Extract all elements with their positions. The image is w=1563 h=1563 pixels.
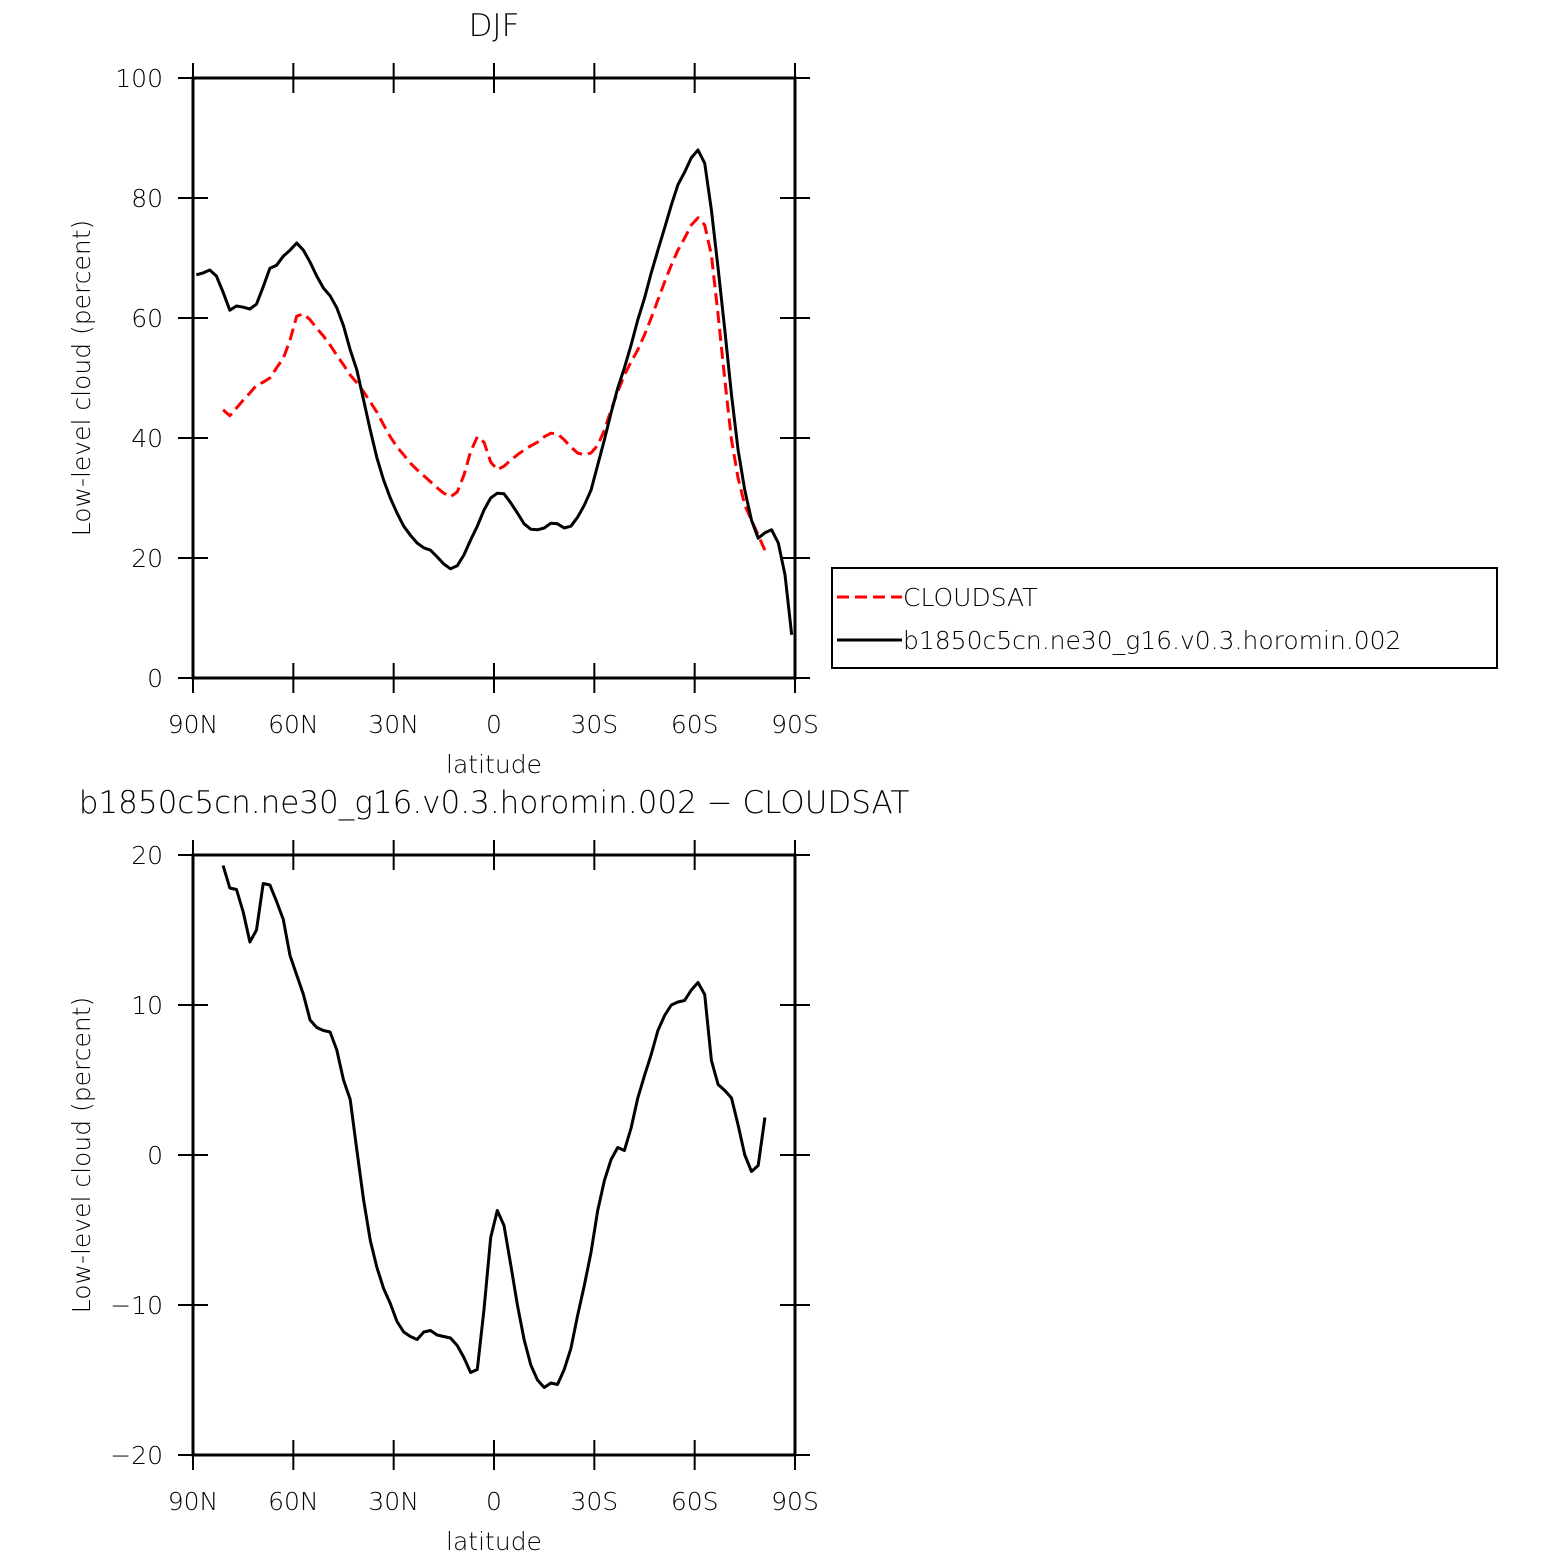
y-tick-label: 0	[147, 664, 163, 693]
x-tick-label: 30S	[570, 1487, 618, 1516]
x-tick-label: 60S	[671, 710, 719, 739]
series-line	[221, 865, 767, 1389]
x-tick-label: 30S	[570, 710, 618, 739]
x-tick-label: 60N	[268, 710, 319, 739]
legend-label: b1850c5cn.ne30_g16.v0.3.horomin.002	[903, 626, 1401, 655]
y-axis-label: Low-level cloud (percent)	[67, 997, 96, 1314]
y-tick-label: −10	[110, 1291, 163, 1320]
series-line	[222, 216, 767, 551]
y-tick-label: 100	[115, 64, 163, 93]
y-tick-label: −20	[110, 1441, 163, 1470]
x-tick-label: 90S	[771, 1487, 819, 1516]
y-tick-label: 0	[147, 1141, 163, 1170]
y-tick-label: 20	[131, 544, 163, 573]
x-tick-label: 90N	[168, 710, 219, 739]
x-axis-label: latitude	[446, 750, 542, 779]
x-tick-label: 0	[486, 1487, 502, 1516]
x-tick-label: 30N	[368, 710, 419, 739]
y-axis-label: Low-level cloud (percent)	[67, 220, 96, 537]
x-tick-label: 90S	[771, 710, 819, 739]
chart-title: b1850c5cn.ne30_g16.v0.3.horomin.002 − CL…	[79, 785, 910, 821]
y-tick-label: 40	[131, 424, 163, 453]
series-line	[195, 148, 794, 635]
x-tick-label: 60N	[268, 1487, 319, 1516]
y-tick-label: 80	[131, 184, 163, 213]
legend-label: CLOUDSAT	[903, 583, 1038, 612]
x-tick-label: 30N	[368, 1487, 419, 1516]
y-tick-label: 20	[131, 841, 163, 870]
y-tick-label: 60	[131, 304, 163, 333]
plot-frame	[191, 853, 797, 1457]
y-tick-label: 10	[131, 991, 163, 1020]
chart-title: DJF	[469, 8, 520, 44]
x-axis-label: latitude	[446, 1527, 542, 1556]
x-tick-label: 90N	[168, 1487, 219, 1516]
legend-box	[831, 567, 1498, 669]
x-tick-label: 60S	[671, 1487, 719, 1516]
x-tick-label: 0	[486, 710, 502, 739]
